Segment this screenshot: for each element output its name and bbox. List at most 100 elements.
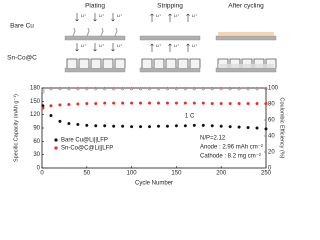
dendrite <box>72 27 76 37</box>
point <box>103 86 107 90</box>
arrow <box>93 13 97 22</box>
ion-label: Li⁺ <box>81 43 86 48</box>
point <box>210 102 214 106</box>
point <box>58 103 62 107</box>
dendrite <box>86 27 90 37</box>
point <box>94 102 98 106</box>
point <box>76 122 80 126</box>
dead-li <box>218 32 274 36</box>
point <box>103 101 107 105</box>
row-title: Sn-Co@C <box>7 55 37 62</box>
x-tick-label: 0 <box>40 171 44 177</box>
x-tick-label: 100 <box>127 171 138 177</box>
point <box>237 125 241 129</box>
point <box>192 123 196 127</box>
arrow <box>111 43 115 52</box>
point <box>201 86 205 90</box>
host-frame <box>90 58 102 68</box>
point <box>103 124 107 128</box>
ion-label: Li⁺ <box>192 13 197 18</box>
y-tick-label: 180 <box>30 86 41 92</box>
arrow <box>75 13 79 22</box>
point <box>85 86 89 90</box>
point <box>130 86 134 90</box>
y-tick-label: 30 <box>33 152 40 158</box>
substrate <box>64 35 126 41</box>
point <box>147 101 152 105</box>
point <box>165 124 169 128</box>
ion-label: Li⁺ <box>174 43 179 48</box>
legend-label: Bare Cu@Li||LFP <box>61 138 108 144</box>
point <box>237 86 241 90</box>
y2-axis-label: Coulombic Efficiency (%) <box>279 97 285 158</box>
annotation: Cathode : 8.2 mg cm⁻² <box>200 154 261 160</box>
point <box>121 124 125 128</box>
arrow <box>93 43 97 52</box>
substrate <box>215 35 277 41</box>
point <box>255 86 259 90</box>
point <box>112 101 116 105</box>
point <box>112 86 116 90</box>
arrow <box>150 43 154 52</box>
point <box>219 86 223 90</box>
host-frame <box>177 58 189 68</box>
host-frame <box>78 58 90 68</box>
point <box>139 101 143 105</box>
substrate <box>215 67 277 73</box>
point <box>201 101 205 105</box>
ion-label: Li⁺ <box>174 13 179 18</box>
annotation: N/P=2.12 <box>200 136 226 142</box>
point <box>228 102 232 106</box>
chart: 0 50 100 150 200 2500306090120150180020406080… <box>13 86 284 187</box>
y-axis-label: Specific Capacity (mAh g⁻¹) <box>13 94 19 162</box>
point <box>246 86 250 90</box>
point <box>174 124 178 128</box>
annotation: 1 C <box>185 114 195 120</box>
x-axis-label: Cycle Number <box>135 181 173 187</box>
dendrite <box>100 27 104 37</box>
ion-label: Li⁺ <box>117 43 122 48</box>
y-tick-label: 0 <box>37 166 41 172</box>
point <box>41 90 45 94</box>
point <box>183 101 187 105</box>
arrow <box>75 43 79 52</box>
substrate <box>139 35 201 41</box>
point <box>139 86 143 90</box>
point <box>237 102 241 106</box>
ion-label: Li⁺ <box>99 13 104 18</box>
column-title: Plating <box>85 3 105 10</box>
host-frame <box>189 58 201 68</box>
point <box>94 124 98 128</box>
point <box>165 101 169 105</box>
point <box>165 86 169 90</box>
figure: Plating Stripping After cycling Bare Cu … <box>7 3 284 187</box>
y-tick-label: 90 <box>33 126 40 132</box>
dead-li <box>218 64 274 68</box>
column-title: After cycling <box>228 3 264 10</box>
point <box>76 86 80 90</box>
x-tick-label: 250 <box>261 171 272 177</box>
dendrite <box>114 27 118 37</box>
arrow <box>186 13 190 22</box>
point <box>192 86 196 90</box>
point <box>58 119 62 123</box>
point <box>174 101 178 105</box>
point <box>130 125 134 129</box>
x-tick-label: 200 <box>216 171 227 177</box>
point <box>67 86 71 90</box>
legend-marker <box>54 146 58 150</box>
y2-tick-label: 100 <box>268 86 279 92</box>
point <box>246 126 250 130</box>
arrow <box>168 43 172 52</box>
point <box>210 86 214 90</box>
ion-label: Li⁺ <box>81 13 86 18</box>
point <box>192 101 196 105</box>
arrow <box>150 13 154 22</box>
y2-tick-label: 60 <box>268 118 275 124</box>
point <box>210 124 214 128</box>
point <box>156 124 161 128</box>
host-frame <box>102 58 114 68</box>
point <box>49 104 53 108</box>
point <box>246 102 250 106</box>
point <box>139 125 143 129</box>
